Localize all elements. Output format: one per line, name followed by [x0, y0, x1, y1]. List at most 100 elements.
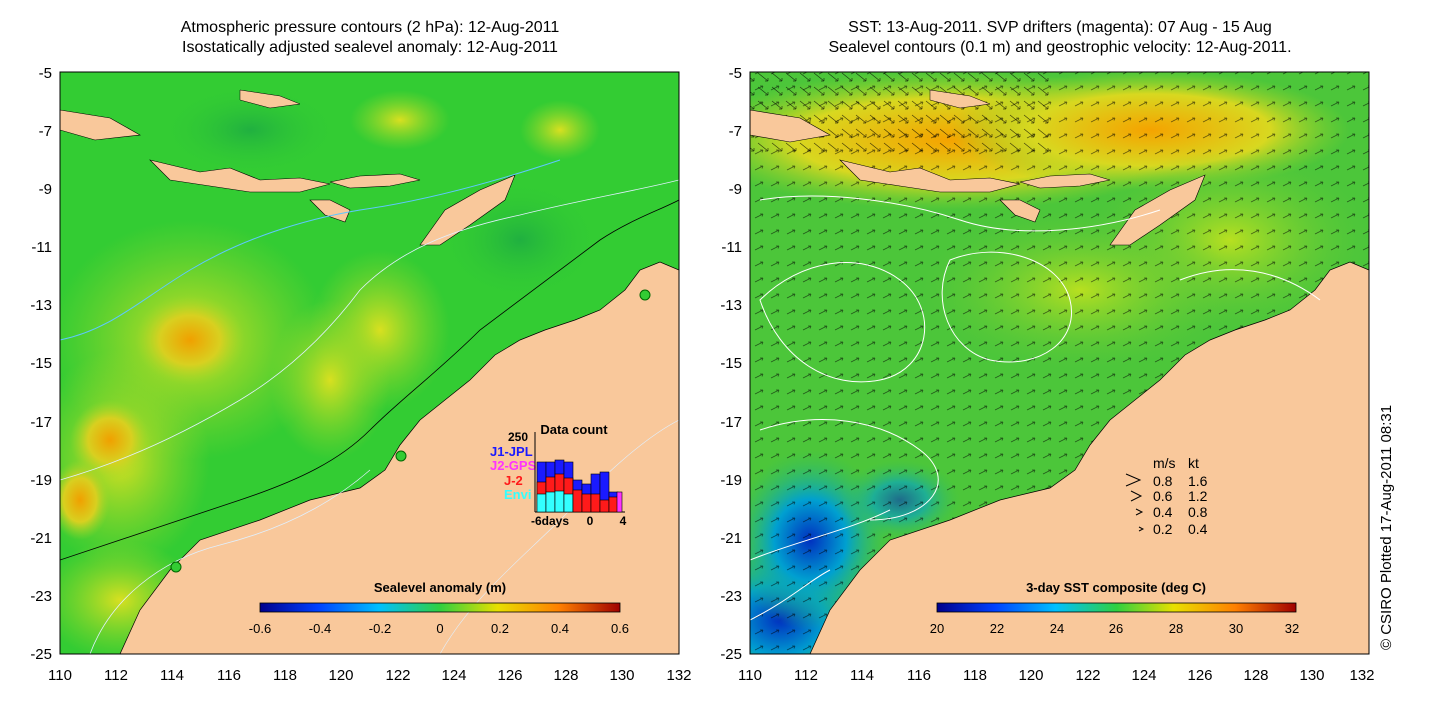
velocity-key-kt: 1.6	[1188, 473, 1208, 489]
data-count-bars	[536, 459, 623, 513]
right-lat-tick: -23	[720, 588, 742, 605]
right-lat-tick: -21	[720, 530, 742, 547]
right-title-line2: Sealevel contours (0.1 m) and geostrophi…	[828, 39, 1292, 56]
sealevel-colorbar-tick: 0.4	[551, 621, 569, 636]
inset-axis-label: 0	[587, 514, 594, 528]
left-lat-tick: -13	[30, 297, 52, 314]
sealevel-colorbar-tick: -0.2	[369, 621, 391, 636]
velocity-key-ms: 0.2	[1153, 521, 1173, 537]
sealevel-colorbar-tick: 0.2	[491, 621, 509, 636]
velocity-key-kt: 0.8	[1188, 504, 1208, 520]
sealevel-colorbar-tick: 0.6	[611, 621, 629, 636]
right-lon-tick: 128	[1243, 667, 1268, 684]
right-lat-axis: -5 -7 -9 -11 -13 -15 -17 -19 -21 -23 -25	[720, 65, 742, 663]
right-lon-tick: 112	[794, 667, 818, 684]
right-lon-tick: 124	[1131, 667, 1156, 684]
left-lat-tick: -19	[30, 472, 52, 489]
right-lat-tick: -7	[729, 123, 742, 140]
left-lon-tick: 124	[441, 667, 466, 684]
left-lon-tick: 118	[273, 667, 297, 684]
velocity-key-kt-header: kt	[1188, 455, 1199, 471]
velocity-arrow-icon	[1135, 508, 1144, 516]
sst-colorbar-tick: 24	[1050, 621, 1064, 636]
right-lat-tick: -5	[729, 65, 742, 82]
sst-map: -5 -7 -9 -11 -13 -15 -17 -19 -21 -23 -25…	[720, 65, 1374, 684]
sst-colorbar-tick: 20	[930, 621, 944, 636]
right-lon-tick: 114	[850, 667, 874, 684]
plot-credit: © CSIRO Plotted 17-Aug-2011 08:31	[1378, 404, 1395, 650]
sst-colorbar: 3-day SST composite (deg C) 20 22 24 26 …	[930, 580, 1299, 636]
right-lat-tick: -15	[720, 355, 742, 372]
right-lon-axis: 110 112 114 116 118 120 122 124 126 128 …	[738, 667, 1374, 684]
sealevel-colorbar-title: Sealevel anomaly (m)	[374, 580, 506, 595]
right-lat-tick: -19	[720, 472, 742, 489]
right-lon-tick: 126	[1187, 667, 1212, 684]
velocity-key-ms: 0.8	[1153, 473, 1173, 489]
sealevel-anomaly-map: -5 -7 -9 -11 -13 -15 -17 -19 -21 -23 -25…	[30, 65, 691, 684]
left-lon-tick: 116	[217, 667, 241, 684]
right-map-field	[750, 72, 1369, 654]
left-lon-tick: 128	[553, 667, 578, 684]
left-lon-tick: 114	[160, 667, 184, 684]
left-lon-tick: 120	[328, 667, 353, 684]
data-count-max: 250	[508, 430, 528, 444]
left-lat-tick: -25	[30, 646, 52, 663]
right-lon-tick: 118	[963, 667, 987, 684]
velocity-key: m/s kt 0.8 1.6 0.6 1.2 0.4 0.8 0.2 0.4	[1125, 455, 1208, 537]
data-count-title: Data count	[540, 422, 608, 437]
right-title-line1: SST: 13-Aug-2011. SVP drifters (magenta)…	[848, 19, 1272, 36]
right-lon-tick: 122	[1075, 667, 1100, 684]
left-lon-tick: 130	[609, 667, 634, 684]
left-lat-tick: -9	[39, 181, 52, 198]
left-map-field	[60, 72, 679, 654]
velocity-key-ms: 0.4	[1153, 504, 1173, 520]
left-map-title: Atmospheric pressure contours (2 hPa): 1…	[60, 18, 680, 58]
right-lat-tick: -9	[729, 181, 742, 198]
velocity-arrow-icon	[1125, 473, 1142, 487]
left-lat-tick: -7	[39, 123, 52, 140]
left-lat-tick: -5	[39, 65, 52, 82]
left-lat-tick: -21	[30, 530, 52, 547]
left-lon-tick: 112	[104, 667, 128, 684]
velocity-key-ms: 0.6	[1153, 488, 1173, 504]
right-lon-tick: 120	[1018, 667, 1043, 684]
sst-colorbar-tick: 30	[1229, 621, 1243, 636]
sst-colorbar-tick: 22	[990, 621, 1004, 636]
left-lat-axis: -5 -7 -9 -11 -13 -15 -17 -19 -21 -23 -25	[30, 65, 52, 663]
right-lat-tick: -11	[721, 239, 742, 256]
left-title-line1: Atmospheric pressure contours (2 hPa): 1…	[180, 19, 560, 36]
left-lon-tick: 132	[666, 667, 691, 684]
left-lon-axis: 110 112 114 116 118 120 122 124 126 128 …	[48, 667, 691, 684]
left-lon-tick: 126	[497, 667, 522, 684]
velocity-arrow-icon	[1138, 526, 1145, 532]
sealevel-colorbar-tick: 0	[436, 621, 443, 636]
legend-j-2: J-2	[504, 473, 523, 488]
velocity-key-kt: 0.4	[1188, 521, 1208, 537]
velocity-arrow-icon	[1130, 490, 1143, 502]
right-lat-tick: -17	[720, 414, 742, 431]
inset-axis-label: 4	[620, 514, 627, 528]
right-lon-tick: 116	[907, 667, 931, 684]
right-lat-tick: -13	[720, 297, 742, 314]
left-lon-tick: 110	[48, 667, 72, 684]
sst-colorbar-tick: 32	[1285, 621, 1299, 636]
inset-axis-label: -6days	[531, 514, 569, 528]
left-lat-tick: -17	[30, 414, 52, 431]
left-title-line2: Isostatically adjusted sealevel anomaly:…	[182, 39, 558, 56]
left-lat-tick: -11	[31, 239, 52, 256]
sealevel-colorbar-tick: -0.6	[249, 621, 271, 636]
sst-colorbar-tick: 26	[1109, 621, 1123, 636]
velocity-key-kt: 1.2	[1188, 488, 1208, 504]
right-lat-tick: -25	[720, 646, 742, 663]
data-count-inset: Data count 250 J1-JPL J2-GPS J-2 Envi	[490, 422, 627, 528]
sst-colorbar-title: 3-day SST composite (deg C)	[1026, 580, 1206, 595]
sealevel-colorbar-tick: -0.4	[309, 621, 331, 636]
sealevel-colorbar: Sealevel anomaly (m) -0.6 -0.4 -0.2 0 0.…	[249, 580, 629, 636]
sst-colorbar-tick: 28	[1169, 621, 1183, 636]
left-lat-tick: -23	[30, 588, 52, 605]
left-lat-tick: -15	[30, 355, 52, 372]
right-lon-tick: 130	[1299, 667, 1324, 684]
velocity-key-ms-header: m/s	[1153, 455, 1176, 471]
legend-envi: Envi	[504, 487, 531, 502]
legend-j1-jpl: J1-JPL	[490, 444, 533, 459]
